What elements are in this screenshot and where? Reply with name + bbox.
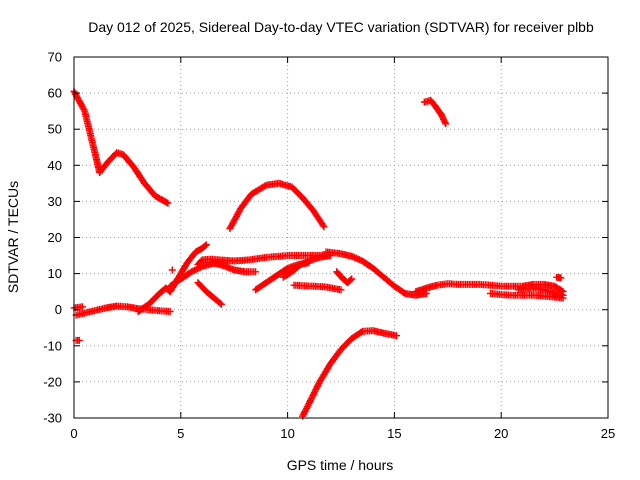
data-point-markers bbox=[279, 252, 334, 281]
x-tick-label: 5 bbox=[177, 426, 184, 441]
axis-ticks: 0 5 10 15 20 25 -30 -20 -10 0 10 20 30 40 50 60 70 bbox=[43, 50, 615, 442]
y-tick-label: 70 bbox=[48, 50, 62, 65]
series-arc-5 bbox=[72, 302, 174, 319]
series-arc-2 bbox=[420, 96, 450, 128]
series-arc-14 bbox=[290, 281, 345, 294]
series-arc-3 bbox=[226, 179, 328, 232]
data-point-markers bbox=[420, 96, 450, 128]
series-arc-18 bbox=[487, 290, 567, 302]
y-tick-label: 50 bbox=[48, 122, 62, 137]
data-point-markers bbox=[72, 336, 83, 344]
y-tick-label: -10 bbox=[43, 338, 62, 353]
y-tick-label: 0 bbox=[55, 302, 62, 317]
y-tick-label: -20 bbox=[43, 374, 62, 389]
series-arc-15 bbox=[322, 248, 430, 299]
data-point-markers bbox=[333, 268, 356, 287]
data-point-markers bbox=[70, 87, 172, 207]
series-arc-19 bbox=[514, 284, 567, 299]
y-axis-label: SDTVAR / TECUs bbox=[5, 181, 21, 293]
series-arc-10 bbox=[194, 279, 225, 308]
series-arc-4 bbox=[299, 327, 400, 420]
y-tick-label: 40 bbox=[48, 158, 62, 173]
data-point-markers bbox=[290, 281, 345, 294]
data-point-markers bbox=[72, 302, 174, 319]
x-tick-label: 20 bbox=[494, 426, 508, 441]
series-arc-13 bbox=[279, 252, 334, 281]
x-tick-label: 10 bbox=[280, 426, 294, 441]
series-arc-21 bbox=[72, 336, 83, 344]
chart-title: Day 012 of 2025, Sidereal Day-to-day VTE… bbox=[88, 19, 594, 35]
data-point-markers bbox=[168, 266, 176, 274]
series-arc-20 bbox=[553, 273, 565, 282]
y-tick-label: -30 bbox=[43, 411, 62, 426]
data-point-markers bbox=[194, 252, 330, 269]
data-point-markers bbox=[322, 248, 430, 299]
y-tick-label: 20 bbox=[48, 230, 62, 245]
data-point-markers bbox=[553, 273, 565, 282]
series-arc-1 bbox=[70, 87, 172, 207]
y-tick-label: 60 bbox=[48, 86, 62, 101]
data-point-markers bbox=[514, 284, 567, 299]
data-point-markers bbox=[209, 259, 260, 276]
data-point-markers bbox=[226, 179, 328, 232]
series-arc-17 bbox=[412, 280, 567, 296]
x-axis-label: GPS time / hours bbox=[287, 457, 394, 473]
y-tick-label: 30 bbox=[48, 194, 62, 209]
x-tick-label: 25 bbox=[601, 426, 615, 441]
series-arc-23 bbox=[168, 266, 176, 274]
series-arc-9 bbox=[194, 252, 330, 269]
data-point-markers bbox=[412, 280, 567, 296]
data-point-markers bbox=[299, 327, 400, 420]
series-arc-16 bbox=[333, 268, 356, 287]
data-point-markers bbox=[194, 279, 225, 308]
grid-lines bbox=[74, 57, 608, 418]
x-tick-label: 0 bbox=[70, 426, 77, 441]
data-point-markers bbox=[487, 290, 567, 302]
y-tick-label: 10 bbox=[48, 266, 62, 281]
x-tick-label: 15 bbox=[387, 426, 401, 441]
data-points bbox=[70, 87, 567, 420]
series-arc-11 bbox=[209, 259, 260, 276]
